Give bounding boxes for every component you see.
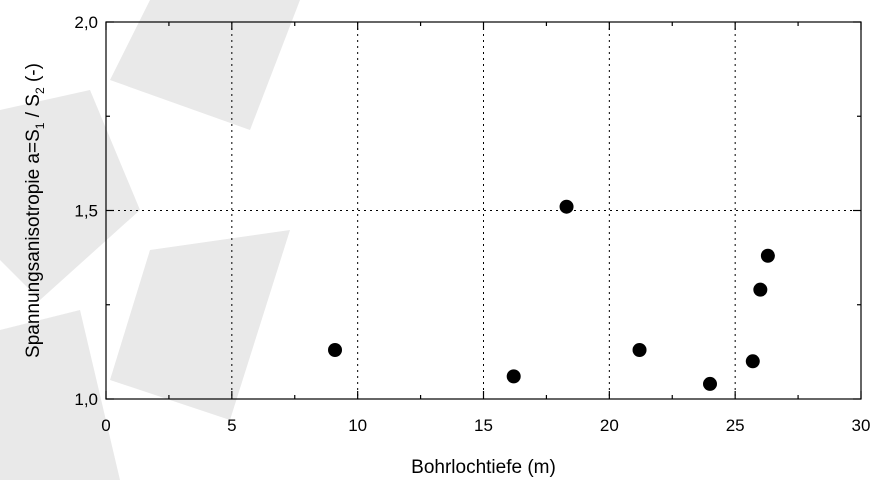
y-axis-title-sub2: 2 — [33, 87, 47, 94]
x-axis-title: Bohrlochtiefe (m) — [411, 457, 556, 478]
axis-ticks — [105, 21, 862, 400]
data-point — [328, 342, 343, 357]
x-tick-label: 20 — [600, 416, 619, 435]
data-point — [559, 199, 574, 214]
data-point — [760, 248, 775, 263]
x-tick-labels: 0 5 10 15 20 25 30 — [101, 416, 870, 435]
y-tick-labels: 1,0 1,5 2,0 — [74, 13, 98, 409]
y-axis-title-sub1: 1 — [33, 122, 47, 129]
x-tick-label: 30 — [852, 416, 871, 435]
data-point — [703, 376, 717, 391]
y-tick-label: 1,0 — [74, 390, 98, 409]
y-axis-title-prefix: Spannungsanisotropie a=S — [23, 129, 44, 358]
data-point — [745, 354, 760, 369]
data-point — [506, 369, 521, 384]
y-tick-label: 1,5 — [74, 202, 98, 221]
y-axis-title-suffix: (-) — [23, 63, 44, 87]
x-tick-label: 5 — [227, 416, 236, 435]
x-tick-label: 10 — [348, 416, 367, 435]
watermark — [0, 0, 300, 480]
data-point — [753, 282, 768, 297]
y-axis-title: Spannungsanisotropie a=S1 / S2 (-) — [23, 63, 47, 358]
y-axis-title-middle: / S — [23, 94, 44, 123]
x-tick-label: 15 — [474, 416, 493, 435]
data-point — [632, 342, 647, 357]
x-tick-label: 25 — [726, 416, 745, 435]
y-tick-label: 2,0 — [74, 13, 98, 32]
data-points — [328, 199, 775, 391]
x-tick-label: 0 — [101, 416, 110, 435]
